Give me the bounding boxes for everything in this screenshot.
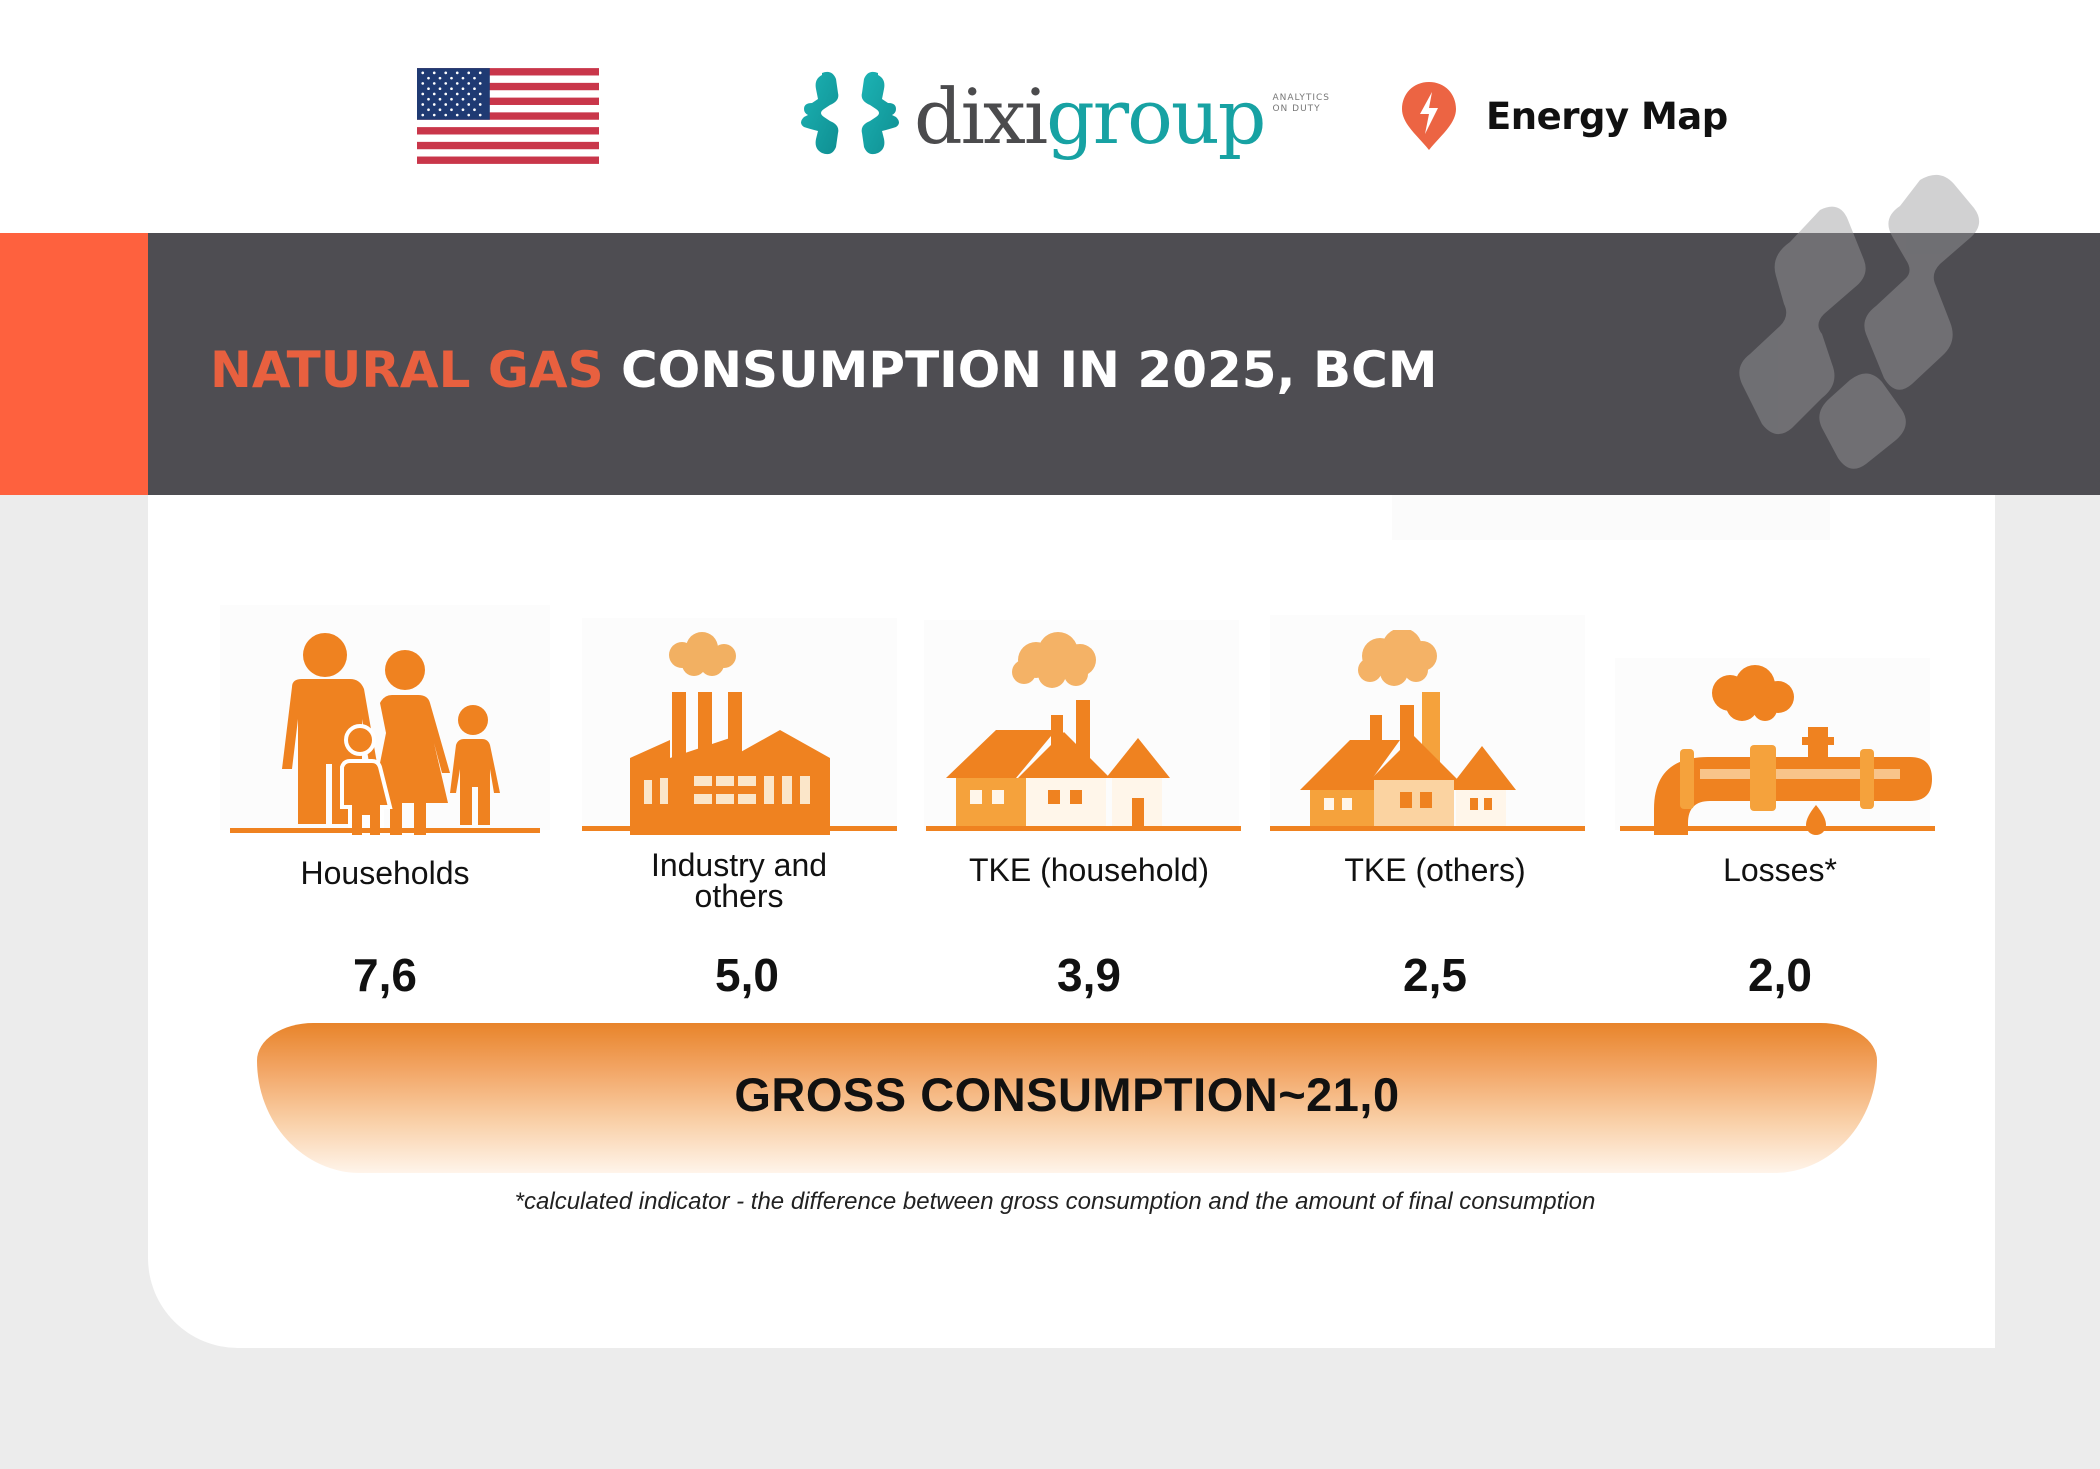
- category-label: TKE (others): [1344, 852, 1526, 888]
- category-value: 2,0: [1748, 949, 1812, 1001]
- category-value: 3,9: [1057, 949, 1121, 1001]
- category-label: Industry and others: [650, 847, 828, 914]
- gross-consumption-label: GROSS CONSUMPTION~21,0: [734, 1068, 1400, 1121]
- gross-consumption-banner: GROSS CONSUMPTION~21,0: [257, 1023, 1877, 1173]
- header: dixigroup ANALYTICS ON DUTY Energy Map: [0, 0, 2100, 233]
- energy-map-logo: Energy Map: [1400, 80, 1728, 152]
- category-label: Losses*: [1723, 852, 1837, 888]
- dixigroup-logo: dixigroup ANALYTICS ON DUTY: [800, 62, 1330, 172]
- lightning-pin-icon: [1402, 82, 1456, 150]
- factory-icon: [582, 632, 897, 835]
- title-rest: CONSUMPTION IN 2025, BCM: [621, 341, 1438, 399]
- buildings-chimney-icon: [1270, 630, 1585, 831]
- category-value: 7,6: [353, 949, 417, 1001]
- footnote: *calculated indicator - the difference b…: [514, 1188, 1596, 1215]
- page-title: NATURAL GAS CONSUMPTION IN 2025, BCM: [210, 341, 1438, 399]
- accent-bar: [0, 233, 148, 495]
- category-value: 5,0: [715, 949, 779, 1001]
- dixigroup-mark-icon: [801, 71, 899, 155]
- title-highlight: NATURAL GAS: [210, 341, 604, 399]
- category-value: 2,5: [1403, 949, 1467, 1001]
- category-label: TKE (household): [968, 852, 1210, 888]
- category-label: Households: [300, 855, 470, 891]
- energy-map-label: Energy Map: [1486, 94, 1728, 138]
- dixigroup-tagline: ANALYTICS ON DUTY: [1272, 93, 1330, 114]
- leaking-pipe-icon: [1620, 665, 1935, 835]
- title-band: NATURAL GAS CONSUMPTION IN 2025, BCM: [148, 233, 2100, 495]
- us-flag-icon: [417, 68, 599, 164]
- dixigroup-watermark-icon: [1739, 174, 1980, 469]
- family-icon: [230, 633, 540, 835]
- houses-chimney-icon: [926, 632, 1241, 831]
- faint-overlay: [1392, 495, 1830, 540]
- dixigroup-wordmark: dixigroup: [914, 72, 1266, 161]
